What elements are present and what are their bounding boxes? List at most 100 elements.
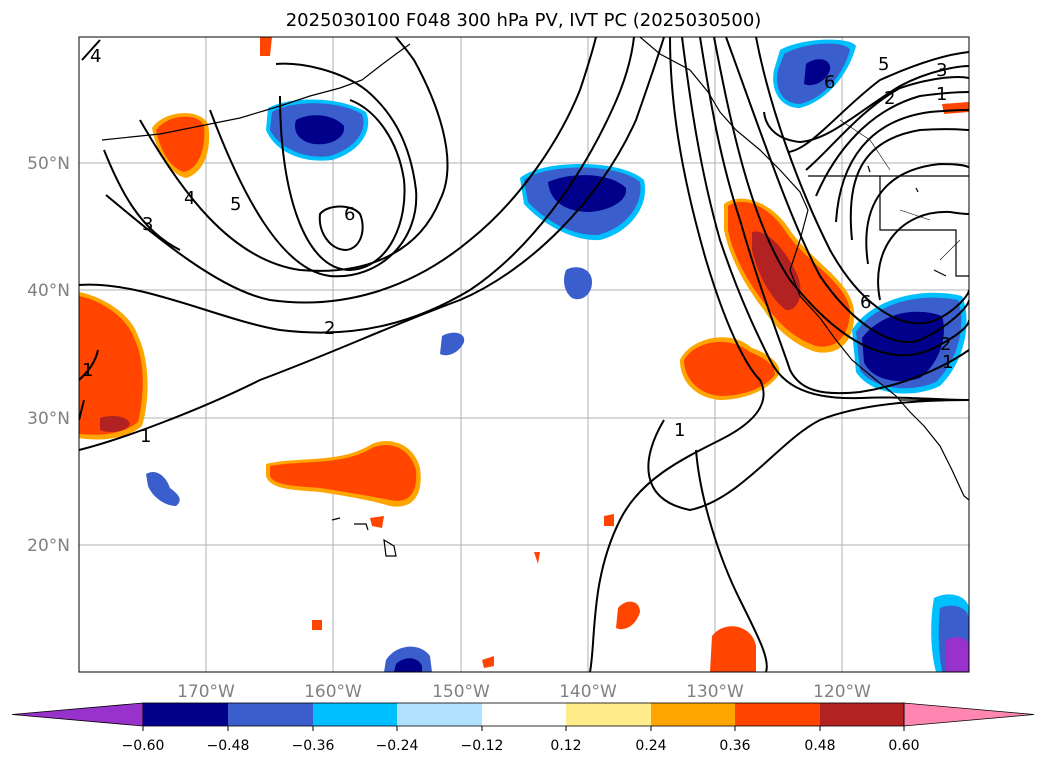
contour-line bbox=[209, 62, 418, 278]
negative-anomaly-region bbox=[548, 175, 627, 212]
contour-line bbox=[787, 51, 969, 153]
colorbar: −0.60 −0.48 −0.36 −0.24 −0.12 0.12 0.24 … bbox=[11, 702, 1035, 754]
contour-label: 2 bbox=[940, 334, 951, 355]
contour-label: 1 bbox=[140, 426, 151, 447]
contour-line bbox=[699, 37, 969, 395]
contour-label: 6 bbox=[824, 72, 835, 93]
positive-anomaly-region bbox=[684, 341, 775, 396]
negative-anomaly-region bbox=[394, 658, 422, 672]
coastline bbox=[639, 37, 969, 501]
latitude-axis: 50°N 40°N 30°N 20°N bbox=[27, 154, 70, 556]
contour-label: 2 bbox=[884, 88, 895, 109]
coastline bbox=[101, 43, 411, 141]
lon-label: 160°W bbox=[304, 682, 362, 702]
positive-anomaly-region bbox=[100, 416, 130, 432]
colorbar-over-arrow bbox=[903, 702, 1035, 727]
colorbar-tick-label: −0.24 bbox=[376, 738, 419, 754]
colorbar-frame bbox=[142, 702, 905, 727]
island bbox=[331, 517, 397, 557]
contour-line bbox=[79, 37, 635, 334]
negative-anomaly-region bbox=[804, 59, 831, 86]
contour-line bbox=[763, 65, 969, 144]
contour-line bbox=[279, 95, 406, 272]
colorbar-tick-label: 0.48 bbox=[804, 738, 835, 754]
colorbar-tick-label: 0.24 bbox=[635, 738, 666, 754]
contour-label: 3 bbox=[936, 60, 947, 81]
contour-line bbox=[849, 128, 969, 241]
positive-anomaly-region bbox=[710, 626, 756, 672]
lon-label: 140°W bbox=[559, 682, 617, 702]
lat-label: 30°N bbox=[27, 409, 70, 429]
contour-label: 5 bbox=[230, 194, 241, 215]
positive-anomaly-region bbox=[370, 516, 384, 528]
negative-anomaly-region bbox=[862, 311, 944, 382]
positive-anomaly-region bbox=[260, 37, 272, 56]
contour-label: 1 bbox=[942, 352, 953, 373]
positive-anomaly-region bbox=[79, 296, 143, 435]
contour-line bbox=[318, 205, 364, 252]
colorbar-under-arrow bbox=[11, 702, 144, 727]
colorbar-segment bbox=[820, 703, 904, 726]
contour-line bbox=[647, 399, 969, 512]
colorbar-segment bbox=[735, 703, 820, 726]
contour-line bbox=[103, 149, 181, 251]
contour-line bbox=[815, 91, 969, 197]
plot-frame bbox=[78, 36, 970, 673]
negative-anomaly-region bbox=[146, 471, 180, 506]
lat-label: 20°N bbox=[27, 536, 70, 556]
contour-line bbox=[681, 37, 969, 401]
map-title: 2025030100 F048 300 hPa PV, IVT PC (2025… bbox=[285, 10, 762, 31]
contour-line bbox=[865, 162, 969, 265]
positive-anomaly-region bbox=[534, 552, 540, 564]
positive-anomaly-region bbox=[156, 116, 205, 172]
lon-label: 170°W bbox=[177, 682, 235, 702]
negative-anomaly-region bbox=[564, 267, 592, 300]
colorbar-tick-label: −0.48 bbox=[207, 738, 250, 754]
lat-label: 40°N bbox=[27, 281, 70, 301]
positive-anomaly-region bbox=[482, 656, 494, 668]
coastlines bbox=[101, 37, 969, 557]
contour-line bbox=[755, 37, 969, 325]
contour-label: 2 bbox=[324, 318, 335, 339]
contour-line bbox=[695, 449, 768, 672]
positive-anomaly-region bbox=[604, 514, 614, 526]
contour-line bbox=[79, 37, 665, 451]
contour-line bbox=[79, 349, 99, 381]
contour-line bbox=[589, 37, 765, 672]
contour-line bbox=[725, 37, 969, 343]
contour-line bbox=[79, 399, 85, 421]
contour-line bbox=[805, 76, 969, 171]
positive-anomaly-region bbox=[270, 444, 417, 501]
colorbar-segment bbox=[313, 703, 397, 726]
colorbar-segment bbox=[482, 703, 566, 726]
colorbar-segment bbox=[228, 703, 313, 726]
plot-area bbox=[79, 37, 969, 672]
contour-line bbox=[713, 37, 969, 357]
lon-label: 120°W bbox=[813, 682, 871, 702]
negative-anomaly-region bbox=[946, 637, 969, 672]
contour-label: 3 bbox=[142, 214, 153, 235]
contour-line bbox=[139, 37, 449, 272]
contour-label: 1 bbox=[674, 420, 685, 441]
positive-anomaly-region bbox=[752, 231, 801, 311]
lat-label: 50°N bbox=[27, 154, 70, 174]
lon-label: 130°W bbox=[686, 682, 744, 702]
contour-line bbox=[105, 37, 597, 304]
colorbar-segment bbox=[566, 703, 651, 726]
contour-line bbox=[877, 210, 969, 301]
negative-anomaly-region bbox=[440, 332, 465, 356]
colorbar-tick-label: 0.60 bbox=[888, 738, 919, 754]
contour-label-layer: 4 5 3 6 2 1 1 1 6 5 3 2 1 6 2 1 4 bbox=[82, 46, 953, 447]
colorbar-segment bbox=[143, 703, 228, 726]
colorbar-tick-marks bbox=[142, 726, 905, 731]
colorbar-tick-label: −0.12 bbox=[461, 738, 504, 754]
positive-anomaly-region bbox=[312, 620, 322, 630]
colorbar-tick-label: 0.36 bbox=[719, 738, 750, 754]
colorbar-segment bbox=[651, 703, 735, 726]
positive-anomaly-region bbox=[616, 601, 640, 630]
contour-label: 5 bbox=[878, 54, 889, 75]
colorbar-tick-label: −0.60 bbox=[122, 738, 165, 754]
contour-line bbox=[81, 39, 101, 61]
contour-line bbox=[835, 109, 969, 223]
